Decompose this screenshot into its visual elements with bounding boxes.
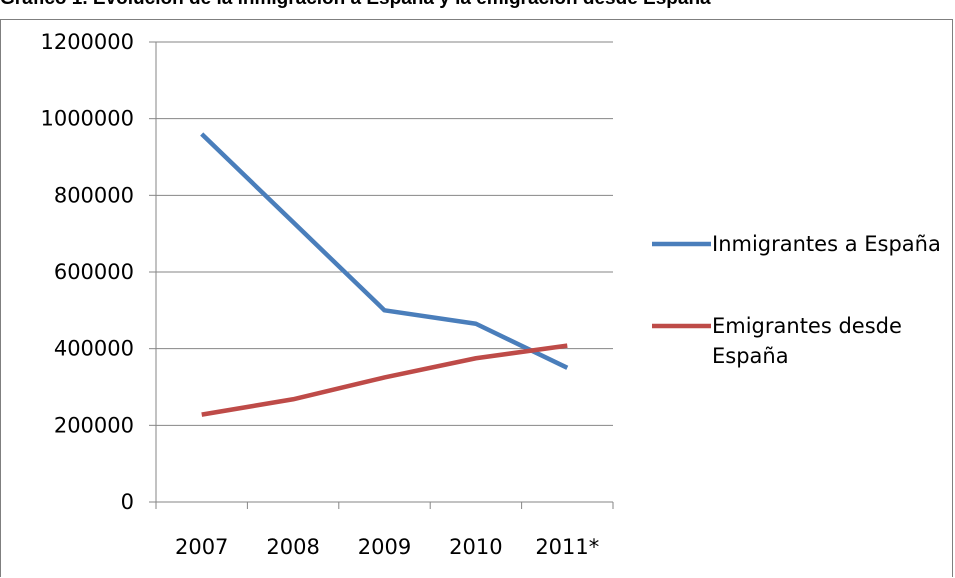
y-tick-label: 1000000 xyxy=(40,107,134,131)
x-tick-label: 2009 xyxy=(358,535,411,559)
y-tick-label: 400000 xyxy=(54,337,134,361)
chart-frame: 0 200000 400000 600000 800000 1000000 1200000 … xyxy=(0,19,953,577)
x-tick-label: 2007 xyxy=(175,535,228,559)
x-tick-label: 2011* xyxy=(535,535,599,559)
legend-label: Inmigrantes a España xyxy=(712,232,941,256)
x-tick-label: 2010 xyxy=(449,535,502,559)
series-line-2 xyxy=(201,343,568,417)
x-axis-tick-labels: 2007 2008 2009 2010 2011* xyxy=(175,535,599,559)
legend-label: Emigrantes desde xyxy=(712,314,902,338)
series-lines xyxy=(200,132,569,417)
y-axis-tick-labels: 0 200000 400000 600000 800000 1000000 1200000 xyxy=(40,30,134,514)
legend: Inmigrantes a España Emigrantes desde Espa… xyxy=(652,232,941,368)
axes xyxy=(149,41,614,509)
y-tick-label: 600000 xyxy=(54,260,134,284)
y-tick-label: 200000 xyxy=(54,413,134,437)
line-chart: 020000040000060000080000010000001200000 … xyxy=(40,30,941,559)
series-line-1 xyxy=(200,132,569,370)
y-tick-label: 800000 xyxy=(54,183,134,207)
gridlines xyxy=(156,41,613,426)
y-tick-label: 1200000 xyxy=(40,30,134,54)
legend-label: España xyxy=(712,344,789,368)
chart-title: Gráfico 1. Evolución de la inmigración a… xyxy=(0,0,955,14)
y-tick-label: 0 xyxy=(121,490,134,514)
x-tick-label: 2008 xyxy=(266,535,319,559)
